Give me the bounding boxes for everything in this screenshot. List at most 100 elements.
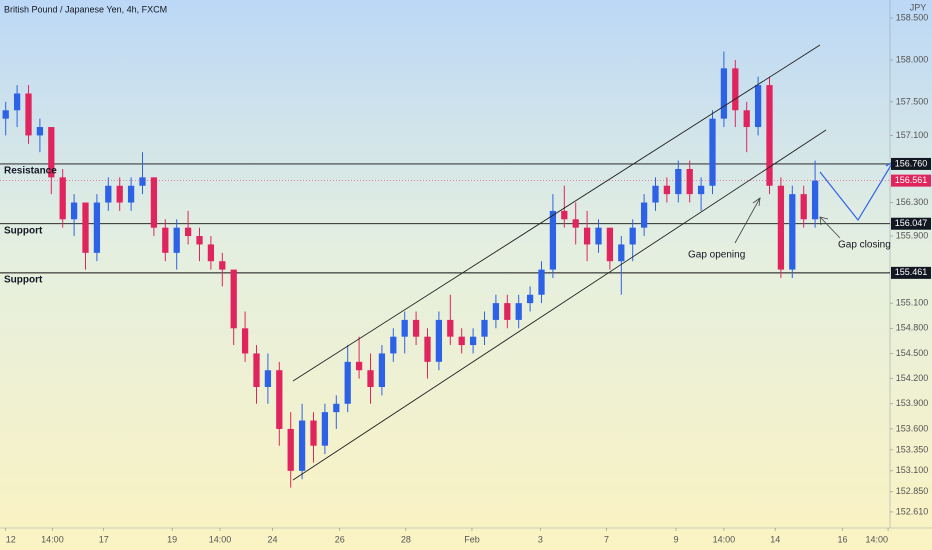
candle-body — [572, 219, 579, 228]
candle-body — [287, 428, 294, 471]
x-tick-label: 14:00 — [209, 534, 232, 544]
candle-body — [196, 236, 203, 245]
candle-body — [435, 319, 443, 362]
level-tag-label: 156.760 — [895, 158, 928, 168]
y-tick-label: 157.100 — [896, 130, 929, 140]
chart-title: British Pound / Japanese Yen, 4h, FXCM — [4, 4, 167, 14]
candle-body — [686, 168, 693, 195]
projection-arrow — [819, 161, 894, 222]
plot — [0, 51, 890, 488]
candle-body — [48, 127, 55, 178]
x-tick-label: 17 — [99, 534, 109, 544]
x-tick-label: Feb — [464, 534, 480, 544]
candle-body — [709, 118, 716, 186]
candle-body — [276, 370, 283, 429]
y-tick-label: 153.600 — [896, 423, 929, 433]
y-tick-label: 153.350 — [896, 444, 929, 454]
candle-body — [720, 68, 728, 119]
level-tag — [891, 217, 931, 230]
level-name: Support — [4, 226, 43, 237]
channel-upper — [292, 44, 821, 382]
candle-body — [241, 328, 249, 354]
channel-lower — [292, 129, 827, 481]
candle-body — [492, 303, 500, 320]
y-tick-label: 155.900 — [896, 230, 929, 240]
x-tick-label: 12 — [6, 534, 16, 544]
candle-body — [469, 336, 477, 346]
y-tick-label: 152.610 — [896, 506, 929, 516]
y-tick-label: 154.500 — [896, 348, 929, 358]
candle-body — [561, 210, 568, 220]
x-tick-label: 24 — [267, 534, 277, 544]
last-price-tag — [891, 174, 931, 187]
candle-body — [640, 202, 648, 228]
candle-body — [675, 168, 682, 195]
candle-body — [173, 227, 180, 253]
candle-body — [321, 412, 329, 446]
last-price-label: 156.561 — [895, 175, 928, 185]
y-tick-label: 153.100 — [896, 465, 929, 475]
candle-body — [207, 244, 215, 262]
candle-body — [264, 370, 272, 387]
candle-body — [333, 403, 340, 413]
candle-body — [219, 261, 226, 270]
candle-body — [663, 185, 671, 195]
candle-body — [127, 185, 135, 203]
candle-body — [800, 194, 807, 220]
level-tag — [891, 157, 931, 170]
candle-body — [13, 93, 21, 111]
candle-body — [526, 294, 534, 304]
x-tick-label: 3 — [538, 534, 543, 544]
candle-body — [515, 303, 522, 320]
gap-closing-arrow — [819, 216, 841, 239]
gap-opening-arrow — [734, 197, 761, 244]
candle-body — [777, 185, 785, 270]
level-name: Support — [4, 275, 43, 286]
level-tag-label: 156.047 — [895, 218, 928, 228]
candle-body — [184, 227, 192, 237]
candle-body — [458, 336, 465, 346]
y-tick-label: 158.000 — [896, 54, 929, 64]
candle-body — [412, 319, 420, 337]
candle-body — [230, 269, 237, 329]
candle-body — [378, 353, 386, 387]
x-tick-label: 28 — [401, 534, 411, 544]
level-tag-label: 155.461 — [895, 267, 928, 277]
candle-body — [754, 85, 762, 128]
gap-closing-arrowhead — [819, 216, 829, 226]
candle-body — [367, 370, 374, 387]
candle-body — [355, 361, 363, 371]
candle-body — [481, 319, 488, 337]
candle-body — [116, 185, 123, 203]
candle-body — [629, 227, 636, 245]
y-tick-label: 154.200 — [896, 373, 929, 383]
x-tick-label: 14 — [770, 534, 780, 544]
candle-body — [447, 319, 454, 337]
candle-body — [743, 110, 750, 128]
candle-body — [93, 202, 101, 253]
candle-body — [253, 353, 260, 387]
y-tick-label: 152.850 — [896, 486, 929, 496]
candle-body — [732, 68, 739, 111]
x-tick-label: 16 — [837, 534, 847, 544]
x-tick-label: 9 — [674, 534, 679, 544]
candle-body — [401, 319, 408, 337]
y-tick-label: 155.100 — [896, 298, 929, 308]
candle-body — [105, 185, 112, 203]
candle-body — [504, 303, 511, 320]
y-tick-label: 157.500 — [896, 96, 929, 106]
annotation: Gap opening — [688, 250, 745, 261]
candle-body — [2, 110, 9, 119]
candle-body — [36, 127, 44, 136]
candle-body — [549, 210, 557, 270]
level-tag — [891, 266, 931, 279]
candle-body — [139, 177, 146, 186]
candle-body — [538, 269, 545, 295]
candle-body — [390, 336, 397, 354]
candle-body — [310, 420, 317, 446]
candle-body — [344, 361, 351, 404]
candle-body — [697, 185, 705, 195]
candle-body — [583, 227, 591, 245]
candle-body — [150, 177, 158, 228]
